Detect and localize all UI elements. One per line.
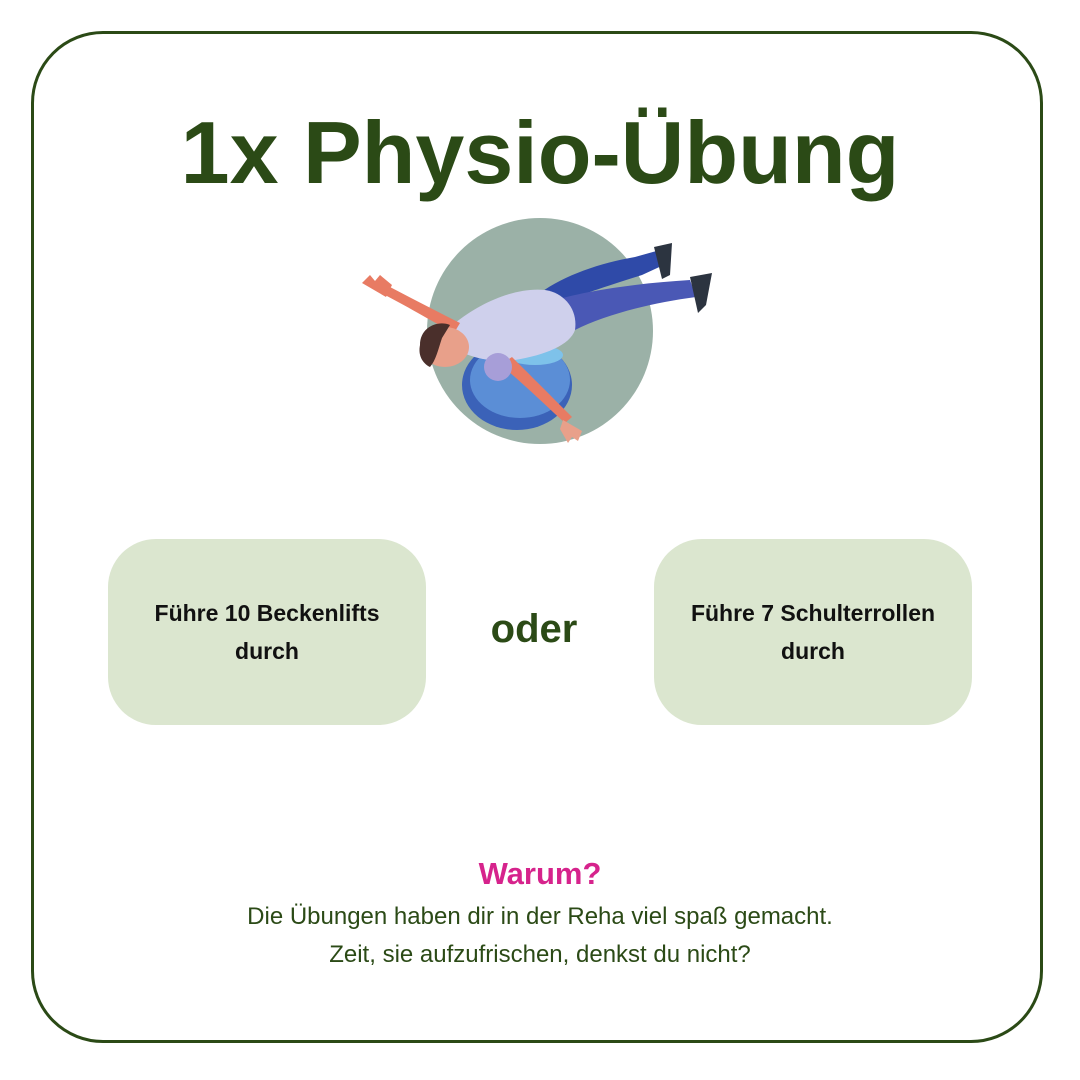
page-title: 1x Physio-Übung <box>180 103 900 202</box>
option-label: Führe 10 Beckenlifts durch <box>154 600 380 664</box>
separator-text: oder <box>490 607 578 651</box>
why-heading: Warum? <box>478 856 602 891</box>
option-beckenlifts: Führe 10 Beckenlifts durch <box>108 539 426 725</box>
person-on-exercise-ball-icon <box>350 205 730 465</box>
reason-line: Die Übungen haben dir in der Reha viel s… <box>247 903 833 930</box>
reason-line: Zeit, sie aufzufrischen, denkst du nicht… <box>329 941 751 968</box>
option-schulterrollen: Führe 7 Schulterrollen durch <box>654 539 972 725</box>
option-label: Führe 7 Schulterrollen durch <box>690 600 936 664</box>
exercise-card <box>31 31 1043 1043</box>
